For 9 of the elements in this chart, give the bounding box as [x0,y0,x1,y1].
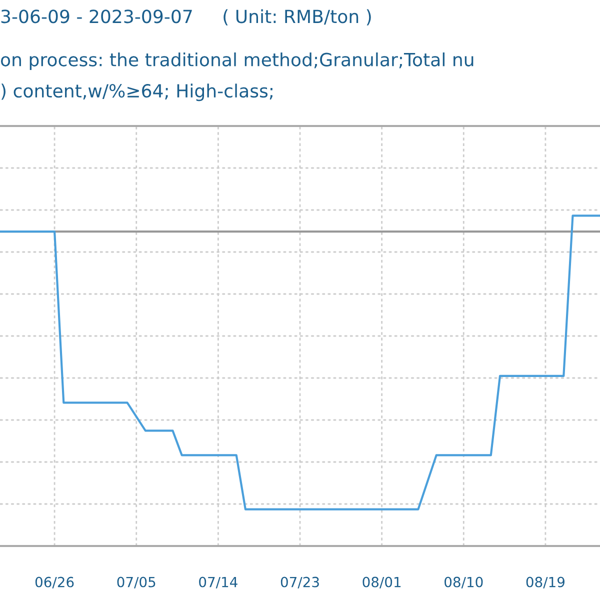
x-tick-label: 08/01 [362,576,401,588]
x-tick-label: 07/14 [199,576,238,588]
chart-subtitle: on process: the traditional method;Granular;Total nu ) content,w/%≥64; High-class; [0,52,474,102]
x-tick-label: 07/23 [280,576,319,588]
chart-title: 3-06-09 - 2023-09-07 ( Unit: RMB/ton ) [1,9,371,26]
x-tick-label: 06/26 [35,576,74,588]
x-tick-label: 07/05 [117,576,156,588]
x-tick-label: 08/19 [526,576,564,588]
x-tick-label: 08/10 [444,576,483,588]
